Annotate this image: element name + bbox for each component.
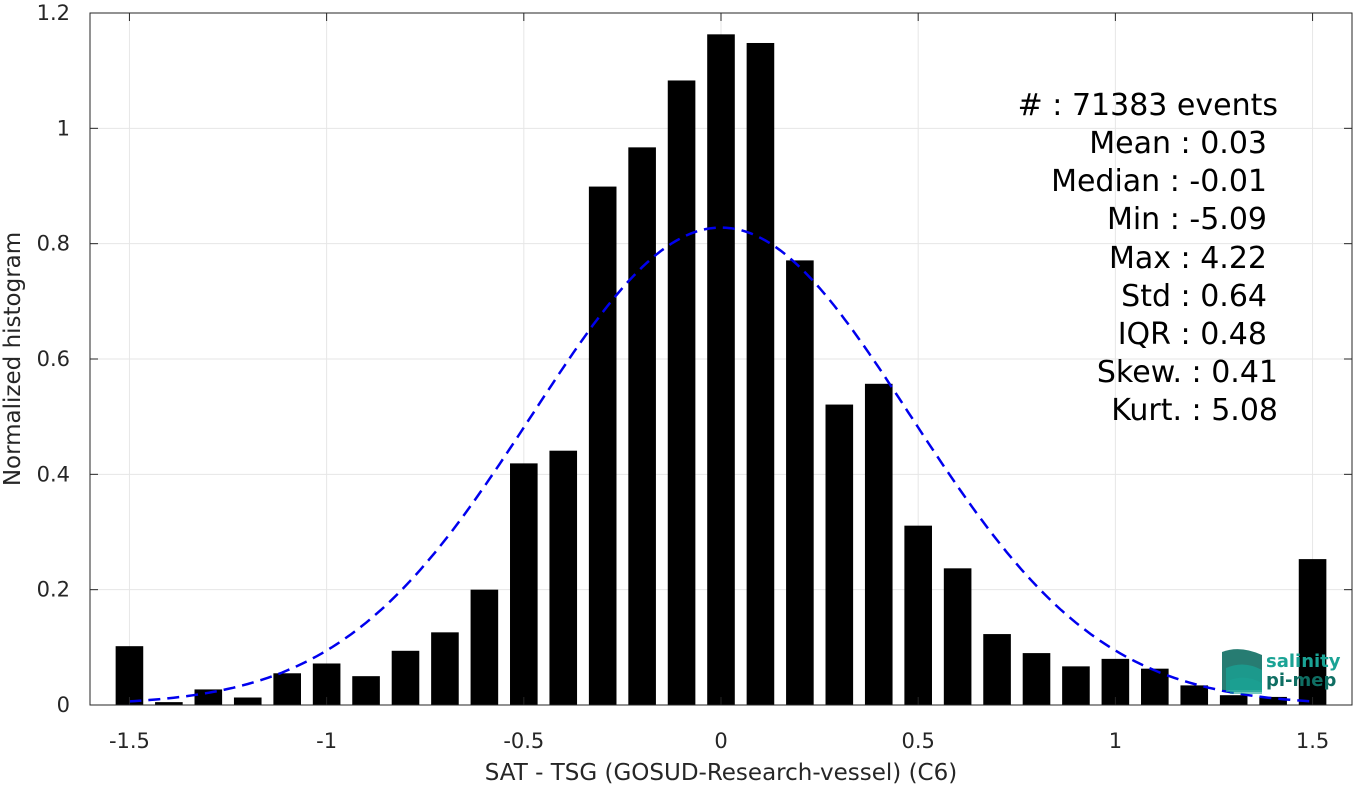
stats-box: # : 71383 events Mean : 0.03 Median : -0…: [1018, 88, 1278, 428]
x-axis-label: SAT - TSG (GOSUD-Research-vessel) (C6): [485, 760, 957, 785]
histogram-bar: [352, 676, 380, 705]
histogram-bar: [115, 646, 144, 705]
histogram-bar: [1180, 685, 1209, 705]
y-tick-label: 1.2: [37, 1, 70, 25]
histogram-bar: [1141, 668, 1169, 705]
histogram-bar: [1022, 653, 1051, 705]
histogram-bar: [194, 689, 223, 705]
histogram-bar: [470, 589, 499, 705]
histogram-bar: [746, 42, 775, 705]
x-tick-label: -0.5: [503, 729, 544, 753]
histogram-bars: [115, 34, 1327, 706]
histogram-bar: [1259, 696, 1287, 705]
x-axis-ticks: -1.5 -1 -0.5 0 0.5 1 1.5: [109, 13, 1329, 753]
stat-mean: Mean : 0.03: [1089, 126, 1267, 161]
histogram-bar: [510, 463, 538, 705]
histogram-bar: [431, 632, 459, 705]
histogram-bar: [943, 568, 972, 705]
stat-max: Max : 4.22: [1109, 241, 1267, 276]
x-tick-label: 1: [1109, 729, 1122, 753]
stat-count: # : 71383 events: [1018, 88, 1278, 123]
logo-text-pimep: pi-mep: [1266, 670, 1336, 691]
histogram-bar: [273, 673, 301, 705]
x-tick-label: -1: [316, 729, 337, 753]
y-tick-label: 0.6: [37, 347, 70, 371]
histogram-bar: [155, 702, 183, 705]
x-tick-label: 0.5: [901, 729, 934, 753]
histogram-bar: [1062, 666, 1090, 705]
histogram-bar: [549, 450, 578, 705]
y-tick-label: 0.4: [37, 462, 70, 486]
y-axis-label: Normalized histogram: [0, 232, 26, 486]
stat-std: Std : 0.64: [1121, 279, 1267, 314]
stat-kurt: Kurt. : 5.08: [1111, 393, 1278, 428]
y-tick-label: 0.8: [37, 232, 70, 256]
stat-skew: Skew. : 0.41: [1097, 355, 1278, 390]
y-axis-ticks: 0 0.2 0.4 0.6 0.8 1 1.2: [37, 1, 1352, 717]
x-tick-label: 0: [714, 729, 727, 753]
histogram-bar: [786, 260, 814, 705]
histogram-bar: [588, 186, 617, 705]
histogram-bar: [667, 80, 696, 706]
logo-text-salinity: salinity: [1266, 651, 1341, 672]
salinity-pimep-logo: salinity pi-mep: [1222, 649, 1341, 694]
stat-iqr: IQR : 0.48: [1118, 317, 1267, 352]
histogram-bar: [904, 525, 932, 705]
y-tick-label: 1: [57, 116, 70, 140]
wave-icon: [1222, 649, 1262, 694]
stat-median: Median : -0.01: [1051, 164, 1267, 199]
histogram-bar: [707, 34, 735, 705]
histogram-bar: [825, 404, 854, 705]
histogram-bar: [391, 650, 420, 705]
histogram-bar: [864, 383, 893, 705]
histogram-bar: [1298, 559, 1327, 705]
x-tick-label: 1.5: [1296, 729, 1329, 753]
histogram-bar: [1219, 695, 1248, 705]
y-tick-label: 0: [57, 693, 70, 717]
y-tick-label: 0.2: [37, 578, 70, 602]
histogram-bar: [628, 147, 656, 705]
histogram-bar: [983, 634, 1011, 705]
stat-min: Min : -5.09: [1107, 202, 1267, 237]
x-tick-label: -1.5: [109, 729, 150, 753]
histogram-bar: [233, 697, 262, 705]
